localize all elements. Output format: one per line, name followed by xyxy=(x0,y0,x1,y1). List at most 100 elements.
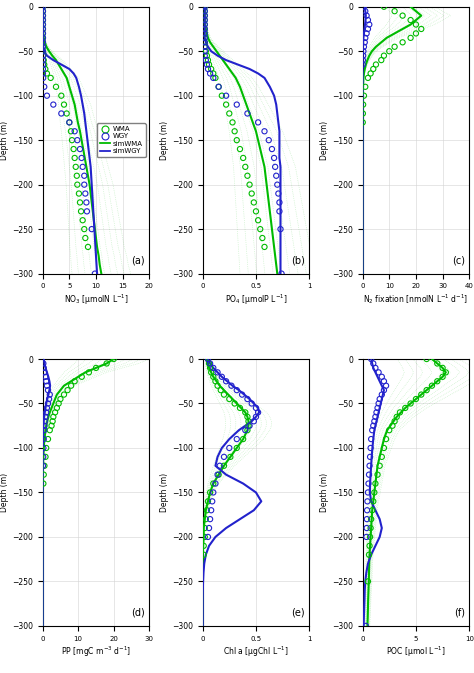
Point xyxy=(44,385,52,396)
Point xyxy=(250,416,257,427)
Point xyxy=(222,99,230,110)
Point xyxy=(233,443,240,454)
Point xyxy=(366,460,374,471)
Point xyxy=(244,108,251,119)
Point xyxy=(439,371,447,382)
Point xyxy=(41,460,48,471)
Point xyxy=(433,358,441,369)
Point xyxy=(216,460,223,471)
Point xyxy=(39,24,47,34)
Point xyxy=(228,117,236,128)
Point xyxy=(367,68,374,79)
X-axis label: PO$_4$ [μmolP L$^{-1}$]: PO$_4$ [μmolP L$^{-1}$] xyxy=(225,292,287,306)
Point xyxy=(231,398,238,409)
Point xyxy=(375,398,383,409)
Y-axis label: Depth (m): Depth (m) xyxy=(0,473,9,512)
Point xyxy=(206,513,214,524)
Point xyxy=(57,108,65,119)
Point xyxy=(39,460,47,471)
Point xyxy=(248,398,255,409)
Point xyxy=(201,532,209,542)
Point xyxy=(205,358,213,369)
Point xyxy=(220,460,228,471)
Point xyxy=(365,549,373,560)
Point xyxy=(42,411,49,422)
Point xyxy=(201,41,209,52)
Point xyxy=(110,353,118,364)
Point xyxy=(370,358,377,369)
Point xyxy=(368,505,376,516)
Point xyxy=(204,55,212,65)
Point xyxy=(239,153,247,164)
Point xyxy=(43,380,51,391)
Point xyxy=(365,469,373,480)
Point xyxy=(277,223,284,234)
Point xyxy=(226,108,233,119)
Point xyxy=(380,443,388,454)
Point xyxy=(201,19,209,30)
Point xyxy=(363,532,370,542)
Point xyxy=(43,402,51,413)
Point xyxy=(47,73,55,83)
Point xyxy=(57,90,65,101)
Point xyxy=(377,55,385,65)
Point xyxy=(84,242,92,252)
Point xyxy=(65,117,73,128)
Point xyxy=(375,367,383,378)
Point xyxy=(228,380,235,391)
Point xyxy=(201,32,209,43)
X-axis label: N$_2$ fixation [nmolN L$^{-1}$ d$^{-1}$]: N$_2$ fixation [nmolN L$^{-1}$ d$^{-1}$] xyxy=(363,292,469,306)
Point xyxy=(207,64,215,75)
Point xyxy=(71,126,79,137)
Point xyxy=(53,402,61,413)
Point xyxy=(215,469,222,480)
Point xyxy=(39,358,47,369)
Point xyxy=(75,188,82,199)
Point xyxy=(366,532,374,542)
Point xyxy=(374,469,381,480)
Point xyxy=(77,206,85,217)
Point xyxy=(210,73,217,83)
Point xyxy=(63,108,71,119)
Point xyxy=(360,41,368,52)
X-axis label: POC [μmol L$^{-1}$]: POC [μmol L$^{-1}$] xyxy=(386,644,446,659)
Point xyxy=(40,433,47,444)
Point xyxy=(370,496,377,507)
Point xyxy=(433,376,441,386)
Point xyxy=(82,197,90,208)
Point xyxy=(389,421,396,431)
Point xyxy=(248,188,255,199)
X-axis label: PP [mgC m$^{-3}$ d$^{-1}$]: PP [mgC m$^{-3}$ d$^{-1}$] xyxy=(61,644,131,659)
Point xyxy=(364,24,372,34)
Text: (f): (f) xyxy=(454,608,465,618)
Point xyxy=(39,24,47,34)
Y-axis label: Depth (m): Depth (m) xyxy=(320,473,329,512)
Point xyxy=(391,6,398,17)
Legend: WMA, WGY, simWMA, simWGY: WMA, WGY, simWMA, simWGY xyxy=(97,123,146,157)
Point xyxy=(215,81,222,92)
Point xyxy=(73,135,81,145)
Point xyxy=(39,32,47,43)
Point xyxy=(39,452,47,462)
Point xyxy=(241,425,249,435)
Point xyxy=(40,363,47,374)
Point xyxy=(39,68,47,79)
Point xyxy=(418,389,425,400)
Point xyxy=(245,421,252,431)
Text: (b): (b) xyxy=(291,256,305,266)
Point xyxy=(200,540,208,551)
Point xyxy=(246,179,253,190)
Point xyxy=(81,223,88,234)
Point xyxy=(201,24,209,34)
Point xyxy=(246,421,253,431)
Point xyxy=(204,496,212,507)
Point xyxy=(39,41,47,52)
Point xyxy=(206,487,214,498)
Point xyxy=(275,206,283,217)
Point xyxy=(233,433,240,444)
Point xyxy=(365,479,372,489)
Text: (c): (c) xyxy=(452,256,465,266)
Point xyxy=(82,233,89,244)
Point xyxy=(39,55,47,65)
Point xyxy=(76,197,84,208)
